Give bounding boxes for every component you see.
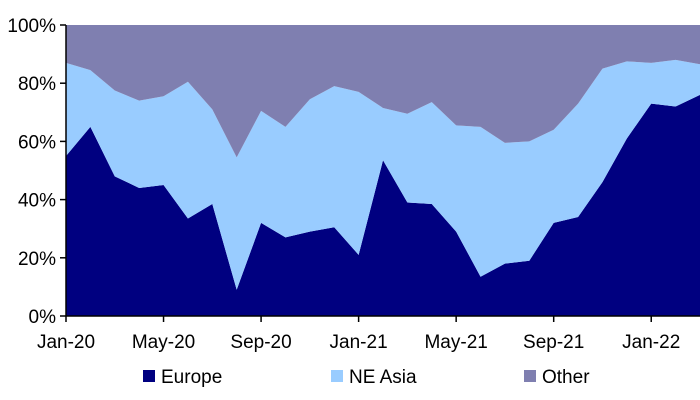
- legend-label-ne-asia: NE Asia: [349, 367, 417, 388]
- y-tick-label: 20%: [18, 249, 56, 270]
- area-europe: [66, 94, 700, 316]
- y-tick-label: 60%: [18, 132, 56, 153]
- y-tick-label: 40%: [18, 191, 56, 212]
- x-tick-label: Sep-20: [230, 332, 291, 353]
- legend-swatch-ne-asia: [331, 370, 343, 382]
- legend-label-other: Other: [542, 367, 590, 388]
- y-tick-label: 100%: [7, 16, 56, 37]
- x-axis-ticks: Jan-20 May-20 Sep-20 Jan-21 May-21 Sep-21 Jan-…: [37, 316, 680, 353]
- x-tick-label: Jan-22: [622, 332, 680, 353]
- x-tick-label: May-20: [132, 332, 195, 353]
- x-tick-label: Jan-20: [37, 332, 95, 353]
- x-tick-label: Jan-21: [330, 332, 388, 353]
- x-tick-label: Sep-21: [523, 332, 584, 353]
- y-tick-label: 80%: [18, 74, 56, 95]
- area-ne-asia: [66, 59, 700, 290]
- x-tick-label: May-21: [424, 332, 487, 353]
- chart-axes: [65, 25, 700, 317]
- chart-areas: [66, 25, 700, 316]
- y-tick-label: 0%: [29, 307, 57, 328]
- y-axis-ticks: 0% 20% 40% 60% 80% 100%: [7, 16, 66, 328]
- legend-swatch-other: [524, 370, 536, 382]
- area-other: [66, 25, 700, 158]
- legend: Europe NE Asia Other: [143, 367, 590, 388]
- legend-label-europe: Europe: [161, 367, 222, 388]
- legend-swatch-europe: [143, 370, 155, 382]
